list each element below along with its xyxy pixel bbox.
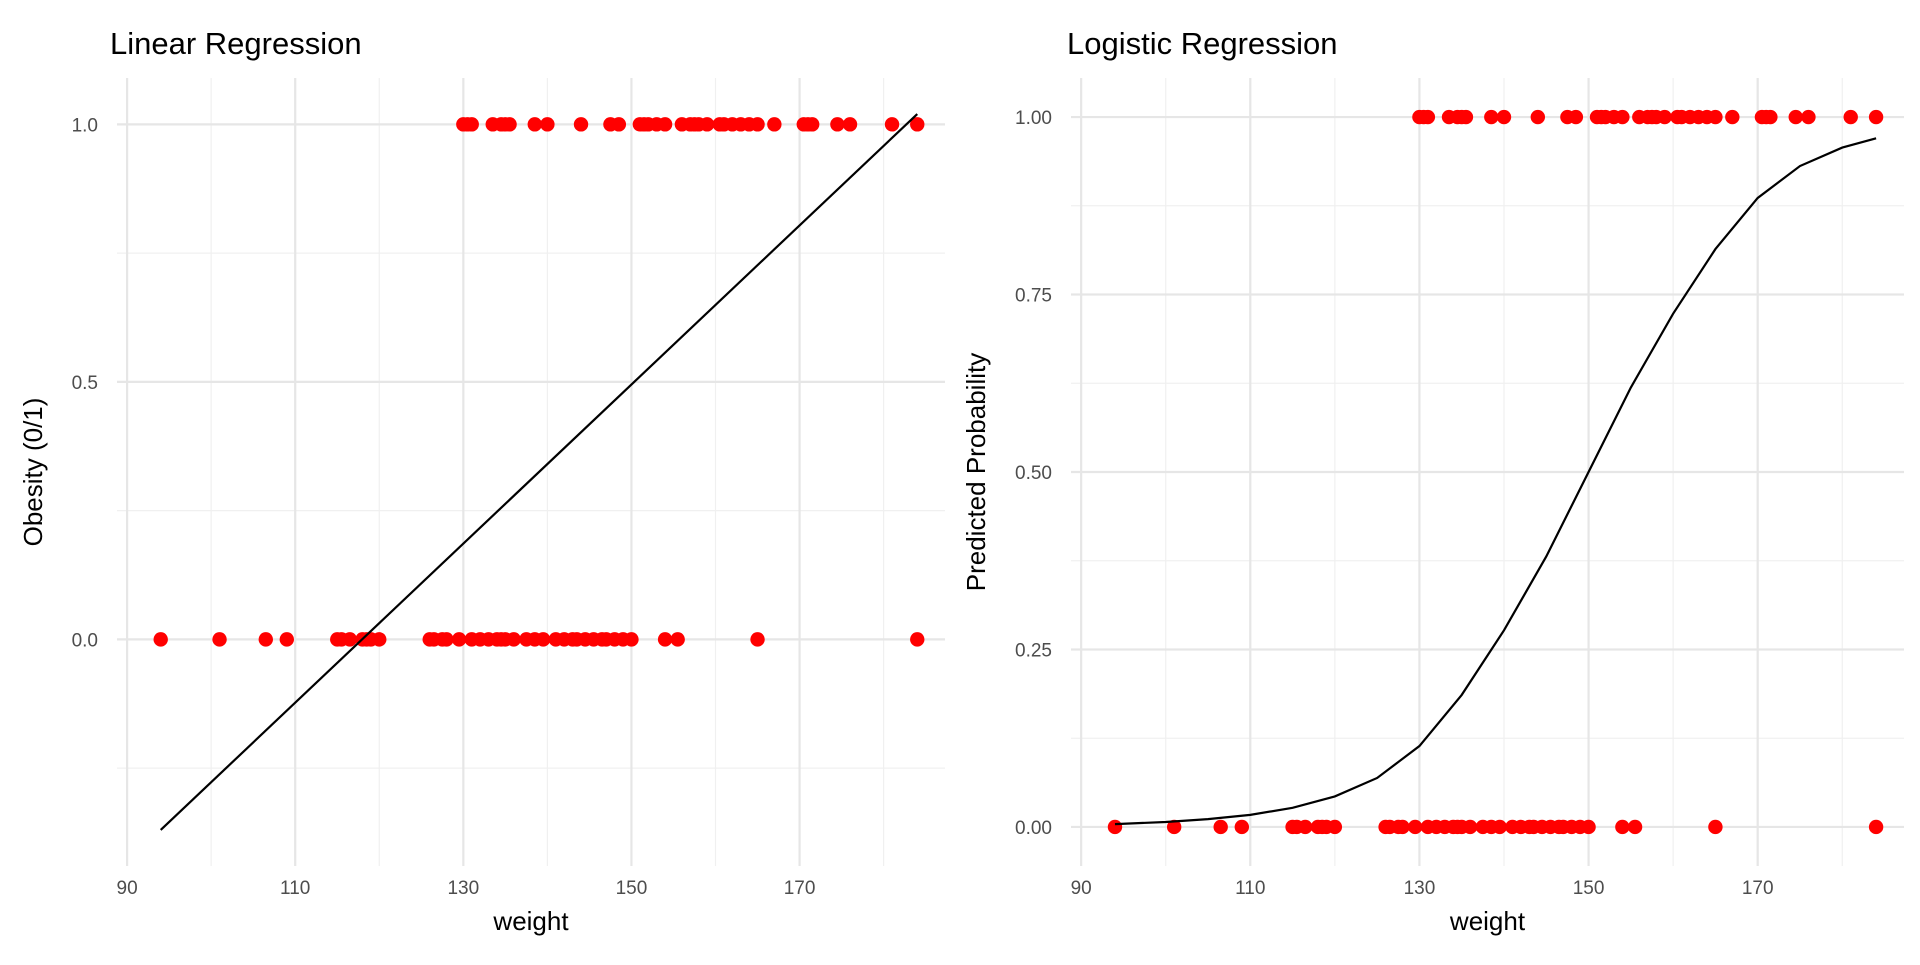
- data-point: [506, 632, 521, 647]
- data-point: [884, 117, 900, 132]
- x-axis-title: weight: [492, 906, 569, 936]
- y-axis-title: Predicted Probability: [961, 353, 991, 591]
- data-point: [535, 632, 551, 647]
- data-point: [1458, 109, 1474, 125]
- y-axis-ticks: 0.0 0.5 1.0: [72, 115, 98, 651]
- data-point: [439, 632, 454, 647]
- data-point: [1462, 819, 1478, 835]
- data-point: [342, 632, 358, 647]
- x-axis-ticks: 90 110 130 150 170: [1071, 878, 1774, 899]
- fitted-line: [159, 113, 919, 831]
- data-point: [1568, 109, 1584, 125]
- y-tick-label: 0.25: [1015, 640, 1052, 661]
- x-tick-label: 170: [1742, 878, 1774, 899]
- data-point: [624, 632, 639, 647]
- data-point: [1327, 819, 1343, 835]
- data-point: [1395, 819, 1410, 835]
- data-point: [670, 632, 685, 647]
- data-point: [1657, 109, 1672, 125]
- data-point: [464, 117, 479, 132]
- data-point: [1801, 109, 1816, 125]
- x-tick-label: 90: [1071, 878, 1092, 899]
- y-tick-label: 0.75: [1015, 286, 1052, 307]
- x-tick-label: 90: [117, 878, 138, 899]
- data-point: [372, 632, 387, 647]
- data-point: [1763, 109, 1778, 125]
- data-point: [910, 117, 925, 132]
- data-point: [1496, 109, 1512, 125]
- y-tick-label: 0.00: [1015, 818, 1052, 839]
- x-axis-ticks: 90 110 130 150 170: [117, 878, 816, 899]
- y-tick-label: 1.0: [72, 115, 98, 136]
- y-tick-label: 1.00: [1015, 108, 1052, 129]
- data-point: [1708, 819, 1723, 835]
- data-point: [1166, 819, 1182, 835]
- data-point: [804, 117, 820, 132]
- scatter-points: [153, 117, 925, 647]
- x-tick-label: 150: [616, 878, 648, 899]
- data-point: [258, 632, 273, 647]
- x-tick-label: 110: [1235, 878, 1265, 899]
- data-point: [1627, 819, 1643, 835]
- panel-1: 90 110 130 150 170 0.0 0.5 1.0 Linear Regression…: [18, 26, 945, 936]
- data-point: [1420, 109, 1436, 125]
- y-tick-label: 0.0: [72, 630, 98, 651]
- scatter-points: [1107, 109, 1884, 835]
- data-point: [1615, 819, 1630, 835]
- chart-title: Logistic Regression: [1067, 26, 1338, 61]
- data-point: [573, 117, 589, 132]
- data-point: [750, 117, 765, 132]
- data-point: [1298, 819, 1313, 835]
- gridlines: [1071, 78, 1904, 866]
- fitted-line: [1114, 137, 1877, 826]
- data-point: [1788, 109, 1803, 125]
- gridlines: [117, 78, 945, 866]
- data-point: [1725, 109, 1740, 125]
- data-point: [1868, 109, 1884, 125]
- x-tick-label: 170: [784, 878, 816, 899]
- data-point: [1213, 819, 1228, 835]
- data-point: [1530, 109, 1546, 125]
- data-point: [830, 117, 845, 132]
- data-point: [212, 632, 227, 647]
- data-point: [1843, 109, 1858, 125]
- x-axis-title: weight: [1449, 906, 1526, 936]
- data-point: [657, 117, 673, 132]
- data-point: [910, 632, 925, 647]
- x-tick-label: 130: [447, 878, 479, 899]
- data-point: [699, 117, 715, 132]
- data-point: [540, 117, 555, 132]
- data-point: [1234, 819, 1250, 835]
- data-point: [750, 632, 765, 647]
- data-point: [1868, 819, 1884, 835]
- chart-title: Linear Regression: [110, 26, 362, 61]
- data-point: [153, 632, 168, 647]
- data-point: [502, 117, 517, 132]
- data-point: [657, 632, 673, 647]
- data-point: [1581, 819, 1596, 835]
- data-point: [279, 632, 295, 647]
- data-point: [1492, 819, 1507, 835]
- data-point: [451, 632, 467, 647]
- y-axis-ticks: 0.00 0.25 0.50 0.75 1.00: [1015, 108, 1052, 839]
- data-point: [1615, 109, 1630, 125]
- x-tick-label: 130: [1404, 878, 1436, 899]
- x-tick-label: 150: [1573, 878, 1605, 899]
- data-point: [1407, 819, 1423, 835]
- data-point: [611, 117, 627, 132]
- x-tick-label: 110: [280, 878, 310, 899]
- data-point: [1107, 819, 1123, 835]
- data-point: [767, 117, 782, 132]
- data-point: [842, 117, 858, 132]
- panel-2: 90 110 130 150 170 0.00 0.25 0.50 0.75 1.00 Logist…: [961, 26, 1904, 936]
- data-point: [527, 117, 542, 132]
- y-tick-label: 0.5: [72, 373, 98, 394]
- y-axis-title: Obesity (0/1): [18, 398, 48, 547]
- data-point: [1484, 109, 1499, 125]
- data-point: [1708, 109, 1723, 125]
- y-tick-label: 0.50: [1015, 463, 1052, 484]
